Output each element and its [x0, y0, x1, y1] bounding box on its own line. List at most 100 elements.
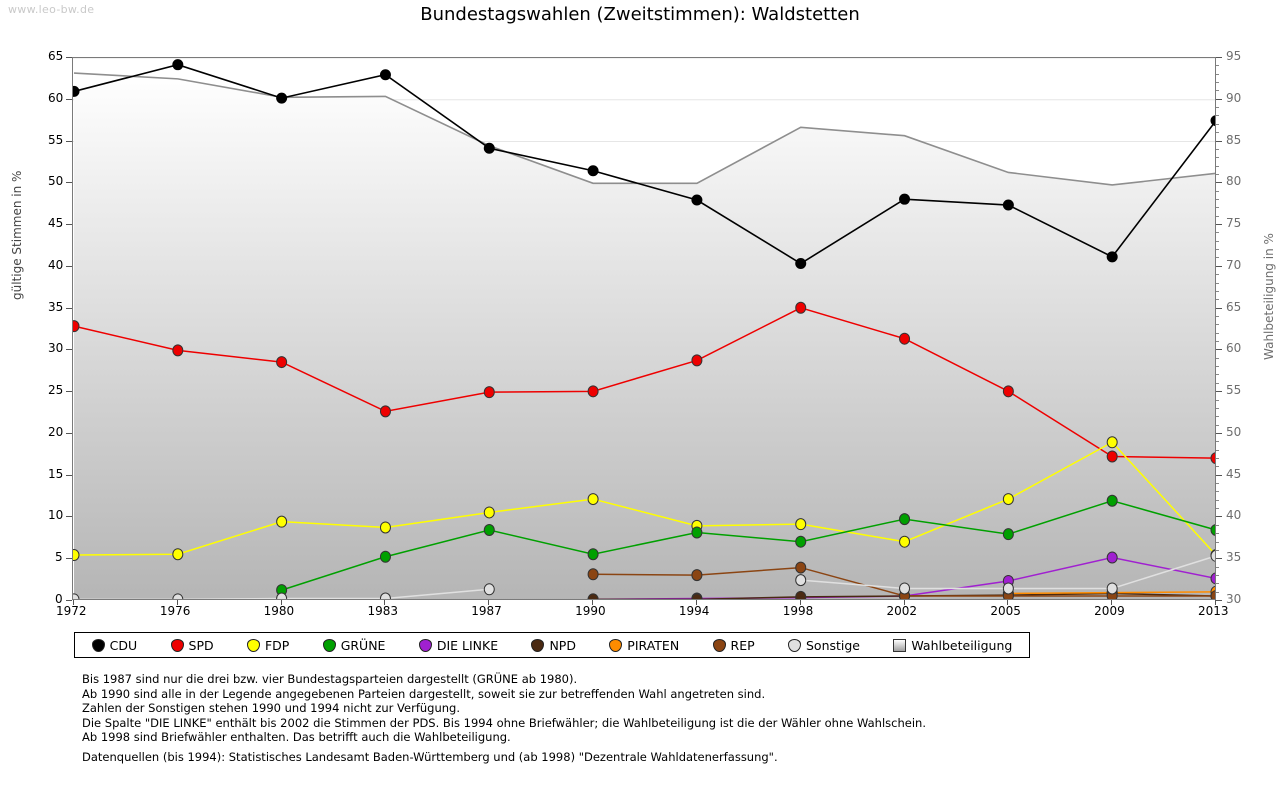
left-tick-mark — [66, 265, 72, 267]
x-tick-label: 2009 — [1094, 604, 1125, 618]
chart-sources: Datenquellen (bis 1994): Statistisches L… — [82, 750, 778, 764]
right-tick-label: 80 — [1226, 174, 1242, 189]
x-tick-mark — [384, 600, 386, 605]
right-tick-label: 50 — [1226, 424, 1242, 439]
right-minor-tick — [1216, 65, 1219, 67]
right-tick-label: 30 — [1226, 592, 1242, 606]
right-minor-tick — [1216, 290, 1219, 292]
right-tick-mark — [1216, 265, 1222, 267]
x-tick-label: 1990 — [575, 604, 606, 618]
right-minor-tick — [1216, 299, 1219, 301]
right-tick-mark — [1216, 558, 1222, 560]
right-tick-label: 35 — [1226, 550, 1242, 565]
legend-marker-icon — [322, 638, 336, 652]
right-minor-tick — [1216, 282, 1219, 284]
turnout-area — [73, 72, 1215, 599]
legend-item-fdp[interactable]: FDP — [245, 638, 291, 653]
left-tick-mark — [66, 224, 72, 226]
right-minor-tick — [1216, 416, 1219, 418]
x-tick-label: 1994 — [678, 604, 710, 618]
left-tick-mark — [66, 391, 72, 393]
right-minor-tick — [1216, 215, 1219, 217]
left-tick-mark — [66, 57, 72, 58]
x-tick-mark — [1215, 600, 1216, 605]
right-minor-tick — [1216, 257, 1219, 259]
right-minor-tick — [1216, 549, 1219, 551]
legend-swatch-square-icon — [893, 638, 907, 652]
right-minor-tick — [1216, 190, 1219, 192]
right-minor-tick — [1216, 357, 1219, 359]
right-minor-tick — [1216, 407, 1219, 409]
right-minor-tick — [1216, 240, 1219, 242]
right-minor-tick — [1216, 199, 1219, 200]
left-tick-mark — [66, 474, 72, 476]
legend-item-sonstige[interactable]: Sonstige — [786, 638, 862, 653]
right-minor-tick — [1216, 148, 1219, 150]
x-tick-label: 1998 — [782, 604, 814, 618]
left-tick-label: 5 — [55, 550, 63, 565]
series-points — [73, 59, 1215, 599]
left-tick-mark — [66, 600, 72, 601]
x-tick-mark — [176, 600, 178, 605]
right-minor-tick — [1216, 399, 1219, 401]
legend-item-wahlbeteiligung[interactable]: Wahlbeteiligung — [891, 638, 1014, 653]
legend-label: PIRATEN — [627, 637, 680, 653]
left-tick-label: 55 — [48, 132, 64, 147]
left-tick-label: 25 — [48, 383, 64, 398]
legend-marker-icon — [787, 638, 801, 652]
right-tick-mark — [1216, 600, 1222, 601]
legend-label: GRÜNE — [340, 637, 386, 653]
note-line: Ab 1998 sind Briefwähler enthalten. Das … — [82, 730, 511, 745]
right-minor-tick — [1216, 115, 1219, 117]
legend-item-die-linke[interactable]: DIE LINKE — [417, 638, 500, 653]
left-tick-mark — [66, 516, 72, 518]
right-minor-tick — [1216, 566, 1219, 568]
note-line: Die Spalte "DIE LINKE" enthält bis 2002 … — [82, 715, 926, 730]
x-tick-label: 1976 — [159, 604, 191, 618]
legend-label: Wahlbeteiligung — [911, 637, 1013, 653]
right-minor-tick — [1216, 424, 1219, 426]
x-tick-mark — [592, 600, 594, 605]
chart-legend: CDU SPD FDP GRÜNE DIE LINKE NPD PIRATEN REP Sons… — [74, 632, 1030, 658]
left-tick-label: 50 — [48, 174, 64, 189]
legend-marker-icon — [91, 638, 105, 652]
legend-item-npd[interactable]: NPD — [529, 638, 578, 653]
left-tick-label: 45 — [48, 216, 64, 231]
legend-label: CDU — [109, 637, 138, 653]
legend-item-rep[interactable]: REP — [711, 638, 757, 653]
left-tick-label: 0 — [55, 592, 63, 606]
legend-label: SPD — [188, 637, 214, 653]
note-line: Bis 1987 sind nur die drei bzw. vier Bun… — [82, 672, 578, 686]
right-minor-tick — [1216, 574, 1219, 576]
legend-marker-icon — [531, 638, 545, 652]
left-tick-mark — [66, 182, 72, 184]
left-tick-label: 65 — [48, 49, 64, 63]
right-minor-tick — [1216, 457, 1219, 459]
right-tick-label: 95 — [1226, 49, 1242, 63]
right-tick-label: 70 — [1226, 257, 1242, 272]
right-tick-mark — [1216, 474, 1222, 476]
right-minor-tick — [1216, 449, 1219, 451]
legend-item-spd[interactable]: SPD — [169, 638, 216, 653]
left-axis-title: gültige Stimmen in % — [10, 170, 24, 300]
right-tick-mark — [1216, 98, 1222, 100]
left-tick-label: 60 — [48, 90, 64, 105]
legend-marker-icon — [609, 638, 623, 652]
legend-label: NPD — [549, 637, 576, 653]
legend-item-grüne[interactable]: GRÜNE — [321, 638, 388, 653]
right-minor-tick — [1216, 591, 1219, 593]
right-minor-tick — [1216, 207, 1219, 209]
right-tick-mark — [1216, 182, 1222, 184]
right-tick-label: 85 — [1226, 132, 1242, 147]
right-tick-label: 45 — [1226, 466, 1242, 481]
right-minor-tick — [1216, 90, 1219, 92]
legend-item-cdu[interactable]: CDU — [90, 638, 140, 653]
legend-item-piraten[interactable]: PIRATEN — [607, 638, 681, 653]
legend-marker-icon — [418, 638, 432, 652]
right-minor-tick — [1216, 491, 1219, 493]
x-tick-mark — [1007, 600, 1009, 605]
x-tick-mark — [488, 600, 490, 605]
right-minor-tick — [1216, 466, 1219, 468]
right-minor-tick — [1216, 483, 1219, 485]
right-minor-tick — [1216, 533, 1219, 535]
